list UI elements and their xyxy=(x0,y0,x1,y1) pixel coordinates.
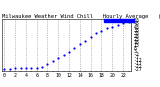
Point xyxy=(41,66,43,68)
Point xyxy=(62,54,65,55)
Point xyxy=(14,68,16,69)
Point xyxy=(30,67,33,68)
Text: Milwaukee Weather Wind Chill   Hourly Average   (24 Hours): Milwaukee Weather Wind Chill Hourly Aver… xyxy=(2,14,160,19)
Point xyxy=(8,68,11,70)
Point xyxy=(95,33,97,34)
Point xyxy=(122,23,124,24)
Point xyxy=(25,68,27,69)
Point xyxy=(106,28,108,29)
Point xyxy=(46,63,49,65)
Point xyxy=(3,69,6,70)
Bar xyxy=(104,19,134,22)
Point xyxy=(100,30,103,31)
Point xyxy=(127,21,130,23)
Point xyxy=(19,68,22,69)
Point xyxy=(57,57,60,59)
Point xyxy=(73,47,76,49)
Point xyxy=(79,44,81,45)
Point xyxy=(35,67,38,68)
Point xyxy=(116,24,119,25)
Point xyxy=(84,40,87,41)
Point xyxy=(52,60,54,62)
Point xyxy=(111,26,114,27)
Point xyxy=(68,51,70,52)
Point xyxy=(89,36,92,38)
